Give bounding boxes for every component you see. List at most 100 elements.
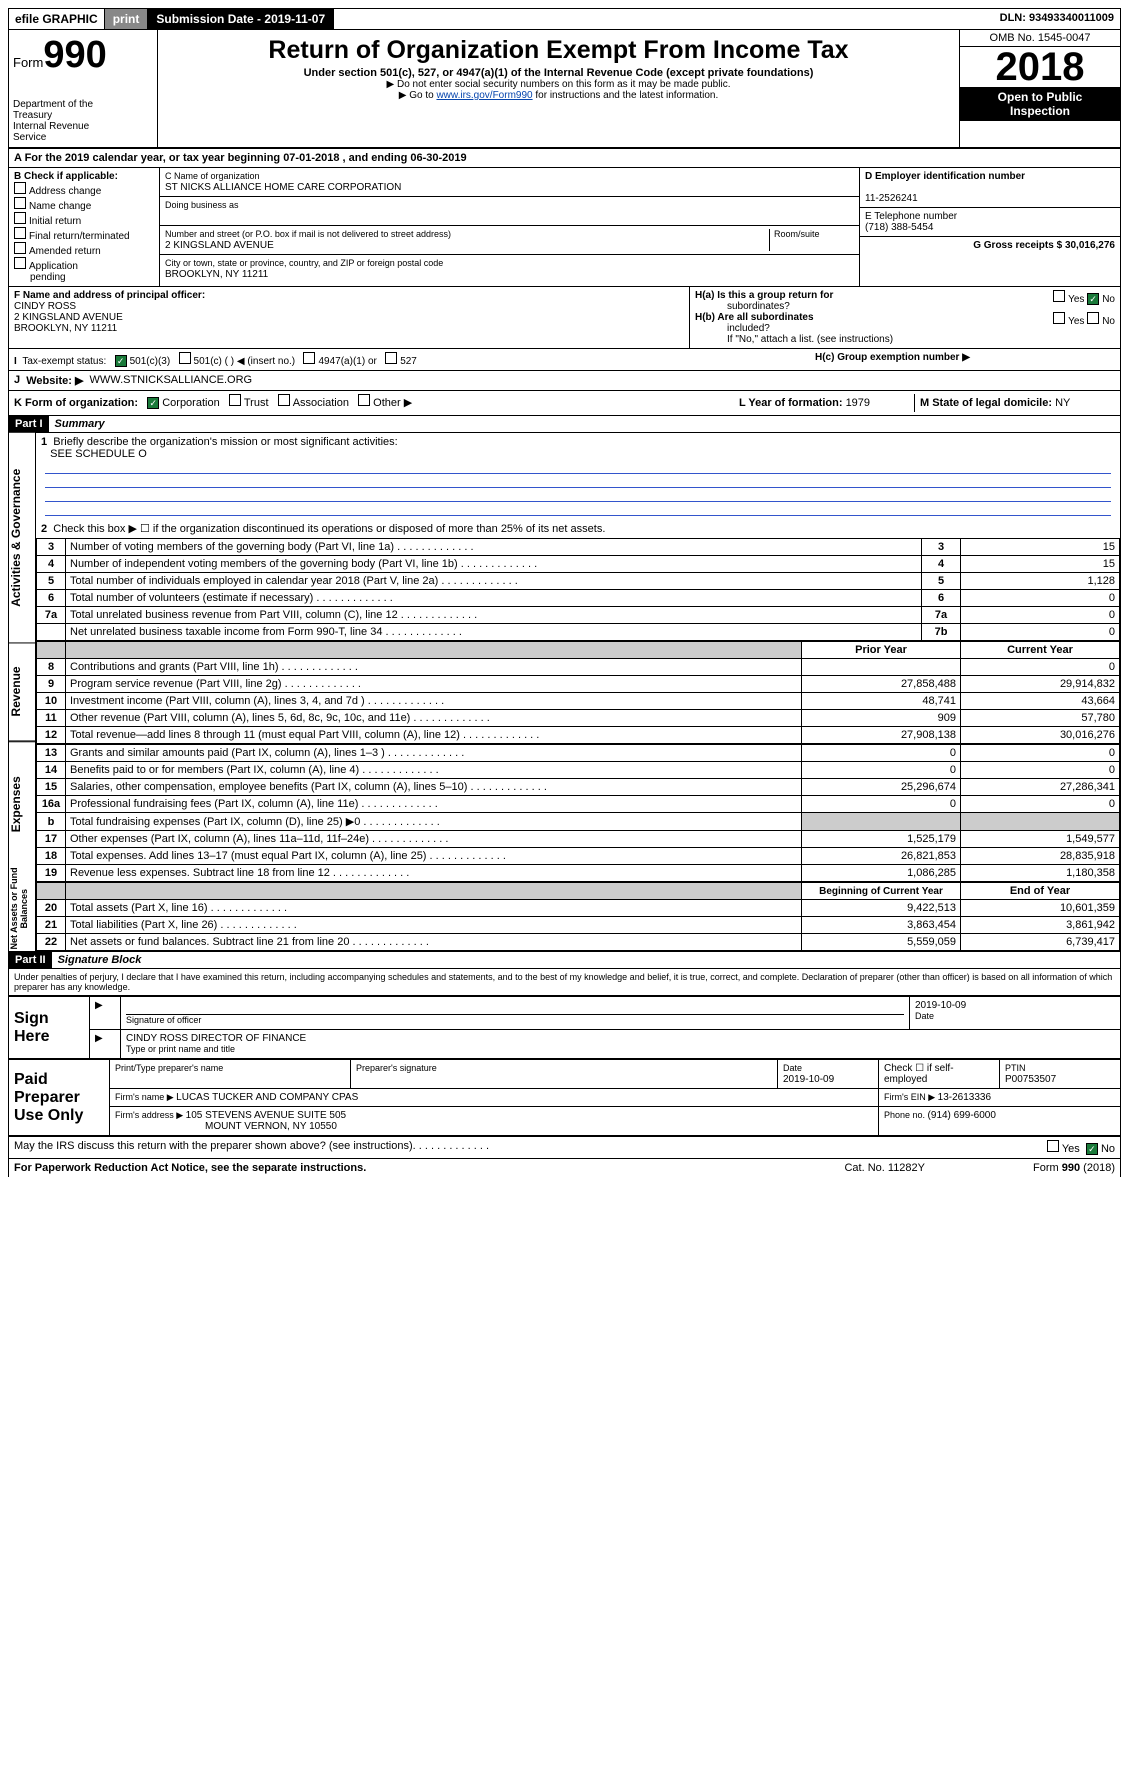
prep-name-label: Print/Type preparer's name xyxy=(115,1063,223,1073)
b-opt: pending xyxy=(30,272,66,283)
room-label: Room/suite xyxy=(774,229,820,239)
no-label: No xyxy=(1101,1143,1115,1155)
ptin-label: PTIN xyxy=(1005,1063,1026,1073)
checkbox-checked-icon[interactable]: ✓ xyxy=(147,397,159,409)
dln: DLN: 93493340011009 xyxy=(994,9,1120,29)
yes-label: Yes xyxy=(1062,1143,1080,1155)
b-label: B Check if applicable: xyxy=(14,171,118,182)
checkbox-icon[interactable] xyxy=(1047,1140,1059,1152)
checkbox-icon[interactable] xyxy=(278,394,290,406)
side-rev: Revenue xyxy=(9,642,35,741)
checkbox-icon[interactable] xyxy=(385,352,397,364)
firm-name-label: Firm's name ▶ xyxy=(115,1092,176,1102)
date-label: Date xyxy=(915,1011,934,1021)
i-opt: 4947(a)(1) or xyxy=(318,356,376,367)
i-opt: 527 xyxy=(400,356,417,367)
checkbox-icon[interactable] xyxy=(14,197,26,209)
table-row: 20Total assets (Part X, line 16)9,422,51… xyxy=(37,900,1120,917)
irs-link[interactable]: www.irs.gov/Form990 xyxy=(436,90,532,101)
dba-label: Doing business as xyxy=(165,200,239,210)
no-label: No xyxy=(1102,316,1115,327)
top-bar: efile GRAPHIC print Submission Date - 20… xyxy=(8,8,1121,30)
pra-notice: For Paperwork Reduction Act Notice, see … xyxy=(14,1162,366,1174)
form-note1: ▶ Do not enter social security numbers o… xyxy=(162,79,955,90)
checkbox-icon[interactable] xyxy=(303,352,315,364)
part1-header: Part I Summary xyxy=(8,416,1121,433)
addr-label: Number and street (or P.O. box if mail i… xyxy=(165,229,451,239)
checkbox-icon[interactable] xyxy=(358,394,370,406)
table-row: 19Revenue less expenses. Subtract line 1… xyxy=(37,865,1120,882)
e-label: E Telephone number xyxy=(865,211,957,222)
print-button[interactable]: print xyxy=(105,9,149,29)
discuss-line: May the IRS discuss this return with the… xyxy=(8,1136,1121,1159)
checkbox-checked-icon[interactable]: ✓ xyxy=(115,355,127,367)
no-label: No xyxy=(1102,294,1115,305)
table-row: 15Salaries, other compensation, employee… xyxy=(37,779,1120,796)
part2-title: Signature Block xyxy=(52,952,148,968)
part1-tag: Part I xyxy=(9,416,49,432)
prep-date-label: Date xyxy=(783,1063,802,1073)
table-row: 3Number of voting members of the governi… xyxy=(37,539,1120,556)
checkbox-icon[interactable] xyxy=(1053,312,1065,324)
side-gov: Activities & Governance xyxy=(9,433,35,642)
phone-value: (718) 388-5454 xyxy=(865,222,933,233)
part1-body: Activities & Governance Revenue Expenses… xyxy=(8,433,1121,951)
firm-addr2: MOUNT VERNON, NY 10550 xyxy=(205,1121,337,1132)
b-opt: Name change xyxy=(29,201,91,212)
c-label: C Name of organization xyxy=(165,171,260,181)
yes-label: Yes xyxy=(1068,316,1084,327)
form-number: Form990 xyxy=(13,34,153,77)
form-title: Return of Organization Exempt From Incom… xyxy=(162,36,955,65)
b-opt: Application xyxy=(29,261,78,272)
firm-name: LUCAS TUCKER AND COMPANY CPAS xyxy=(176,1092,358,1103)
part1-title: Summary xyxy=(49,416,111,432)
checkbox-icon[interactable] xyxy=(14,212,26,224)
checkbox-checked-icon[interactable]: ✓ xyxy=(1086,1143,1098,1155)
b-opt: Initial return xyxy=(29,216,81,227)
d-label: D Employer identification number xyxy=(865,171,1025,182)
table-row: 16aProfessional fundraising fees (Part I… xyxy=(37,796,1120,813)
city-label: City or town, state or province, country… xyxy=(165,258,443,268)
checkbox-icon[interactable] xyxy=(14,257,26,269)
ptin-value: P00753507 xyxy=(1005,1074,1056,1085)
rev-table: Prior YearCurrent Year8Contributions and… xyxy=(36,641,1120,744)
efile-label: efile GRAPHIC xyxy=(9,9,105,29)
sig-officer-label: Signature of officer xyxy=(126,1015,201,1025)
checkbox-icon[interactable] xyxy=(179,352,191,364)
checkbox-icon[interactable] xyxy=(14,182,26,194)
firm-phone: (914) 699-6000 xyxy=(928,1110,996,1121)
table-row: Net unrelated business taxable income fr… xyxy=(37,624,1120,641)
k-opt: Association xyxy=(293,397,349,409)
checkbox-checked-icon[interactable]: ✓ xyxy=(1087,293,1099,305)
j-label: Website: ▶ xyxy=(26,374,83,387)
b-opt: Final return/terminated xyxy=(29,231,130,242)
table-row: 14Benefits paid to or for members (Part … xyxy=(37,762,1120,779)
cat-no: Cat. No. 11282Y xyxy=(844,1162,925,1174)
firm-ein: 13-2613336 xyxy=(938,1092,991,1103)
paid-label: Paid Preparer Use Only xyxy=(9,1060,110,1136)
line-j: J Website: ▶ WWW.STNICKSALLIANCE.ORG xyxy=(8,371,1121,391)
checkbox-icon[interactable] xyxy=(14,227,26,239)
line2: 2 Check this box ▶ ☐ if the organization… xyxy=(36,519,1120,538)
phone-label: Phone no. xyxy=(884,1110,928,1120)
checkbox-icon[interactable] xyxy=(1087,312,1099,324)
prep-date: 2019-10-09 xyxy=(783,1074,834,1085)
table-row: 21Total liabilities (Part X, line 26)3,8… xyxy=(37,917,1120,934)
exp-table: 13Grants and similar amounts paid (Part … xyxy=(36,744,1120,882)
checkbox-icon[interactable] xyxy=(229,394,241,406)
form-header: Form990 Department of theTreasuryInterna… xyxy=(8,30,1121,149)
officer-name-title: CINDY ROSS DIRECTOR OF FINANCE xyxy=(126,1033,306,1044)
table-row: 18Total expenses. Add lines 13–17 (must … xyxy=(37,848,1120,865)
prep-check: Check ☐ if self-employed xyxy=(879,1060,1000,1089)
org-address: 2 KINGSLAND AVENUE xyxy=(165,240,274,251)
table-row: bTotal fundraising expenses (Part IX, co… xyxy=(37,813,1120,831)
m-cell: M State of legal domicile: NY xyxy=(915,394,1115,412)
checkbox-icon[interactable] xyxy=(14,242,26,254)
table-row: 22Net assets or fund balances. Subtract … xyxy=(37,934,1120,951)
side-exp: Expenses xyxy=(9,741,35,867)
line-a: A For the 2019 calendar year, or tax yea… xyxy=(8,149,1121,168)
f-label: F Name and address of principal officer: xyxy=(14,290,205,301)
checkbox-icon[interactable] xyxy=(1053,290,1065,302)
sign-here-label: Sign Here xyxy=(9,997,90,1059)
ein-value: 11-2526241 xyxy=(865,193,918,204)
